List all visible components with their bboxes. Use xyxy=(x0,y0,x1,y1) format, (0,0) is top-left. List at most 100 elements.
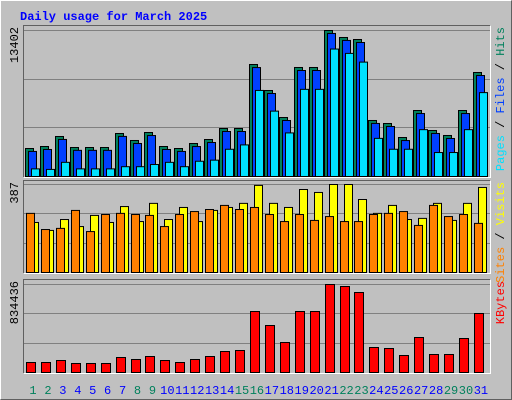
x-tick-label: 20 xyxy=(309,384,323,398)
bar xyxy=(325,216,334,273)
bar xyxy=(285,132,294,177)
bar xyxy=(91,168,100,177)
bar xyxy=(255,89,264,177)
plot-border-dark xyxy=(23,180,491,274)
legend-entry: Pages xyxy=(494,135,508,171)
x-tick-label: 26 xyxy=(399,384,413,398)
x-tick-label: 3 xyxy=(59,384,66,398)
bar xyxy=(26,362,36,374)
y-tick-label: 834436 xyxy=(8,281,22,324)
bar xyxy=(160,226,169,273)
plot-border-dark xyxy=(23,25,491,178)
legend: Pages / Files / Hits xyxy=(494,27,508,171)
x-tick-label: 8 xyxy=(134,384,141,398)
bar xyxy=(354,221,363,274)
bar xyxy=(235,350,245,373)
y-tick-label: 387 xyxy=(8,182,22,204)
bar xyxy=(270,110,279,177)
x-tick-label: 10 xyxy=(160,384,174,398)
bar xyxy=(61,161,70,178)
bar xyxy=(479,92,488,177)
bar xyxy=(116,212,125,274)
bar xyxy=(434,152,443,178)
bar xyxy=(235,209,244,274)
x-tick-label: 9 xyxy=(149,384,156,398)
legend-separator: / xyxy=(494,56,508,78)
bar xyxy=(190,359,200,373)
bar xyxy=(404,148,413,177)
bar xyxy=(41,229,50,273)
bar xyxy=(195,160,204,178)
bar xyxy=(131,359,141,373)
bar xyxy=(310,311,320,374)
legend-separator: / xyxy=(494,113,508,135)
x-tick-label: 19 xyxy=(295,384,309,398)
legend-entry: Hits xyxy=(494,27,508,56)
bar xyxy=(205,209,214,274)
bar xyxy=(340,221,349,274)
plot-border-dark xyxy=(23,279,491,374)
bar xyxy=(295,214,304,273)
x-tick-label: 11 xyxy=(175,384,189,398)
bar xyxy=(165,161,174,178)
bar xyxy=(225,148,234,177)
x-tick-label: 25 xyxy=(384,384,398,398)
bar xyxy=(131,214,140,273)
bar xyxy=(464,129,473,178)
x-tick-label: 4 xyxy=(74,384,81,398)
bar xyxy=(444,216,453,273)
x-tick-label: 16 xyxy=(250,384,264,398)
bar xyxy=(205,356,215,374)
x-tick-label: 15 xyxy=(235,384,249,398)
x-tick-label: 6 xyxy=(104,384,111,398)
x-tick-label: 13 xyxy=(205,384,219,398)
bar xyxy=(399,355,409,373)
bar xyxy=(121,166,130,178)
bar xyxy=(459,338,469,374)
bar xyxy=(101,363,111,373)
plot-border-light xyxy=(23,25,491,178)
bar xyxy=(389,148,398,177)
y-tick-label: 13402 xyxy=(8,27,22,63)
x-tick-label: 17 xyxy=(265,384,279,398)
bar xyxy=(41,362,51,374)
bar xyxy=(369,347,379,374)
x-tick-label: 29 xyxy=(444,384,458,398)
bar xyxy=(295,311,305,374)
x-tick-label: 22 xyxy=(339,384,353,398)
bar xyxy=(384,348,394,374)
bar xyxy=(250,206,259,274)
bar xyxy=(345,52,354,177)
x-tick-label: 27 xyxy=(414,384,428,398)
x-tick-label: 12 xyxy=(190,384,204,398)
bar xyxy=(359,61,368,177)
bar xyxy=(150,164,159,177)
legend-entry: KBytes xyxy=(494,281,508,324)
x-tick-label: 30 xyxy=(459,384,473,398)
bar xyxy=(265,325,275,374)
bar xyxy=(315,88,324,177)
x-tick-label: 18 xyxy=(280,384,294,398)
bar xyxy=(325,284,335,373)
bar xyxy=(76,168,85,177)
x-tick-label: 5 xyxy=(89,384,96,398)
bar xyxy=(429,354,439,373)
bar xyxy=(280,221,289,274)
bar xyxy=(414,337,424,373)
bar xyxy=(374,137,383,178)
bar xyxy=(474,313,484,373)
bar xyxy=(414,224,423,274)
legend: KBytes xyxy=(494,281,508,324)
x-tick-label: 24 xyxy=(369,384,383,398)
legend-separator: / xyxy=(494,225,508,247)
legend-entry: Files xyxy=(494,77,508,113)
x-tick-label: 2 xyxy=(44,384,51,398)
bar xyxy=(106,168,115,177)
bar xyxy=(145,356,155,374)
bar xyxy=(86,363,96,373)
bar xyxy=(101,214,110,273)
bar xyxy=(86,231,95,273)
bar xyxy=(354,292,364,374)
